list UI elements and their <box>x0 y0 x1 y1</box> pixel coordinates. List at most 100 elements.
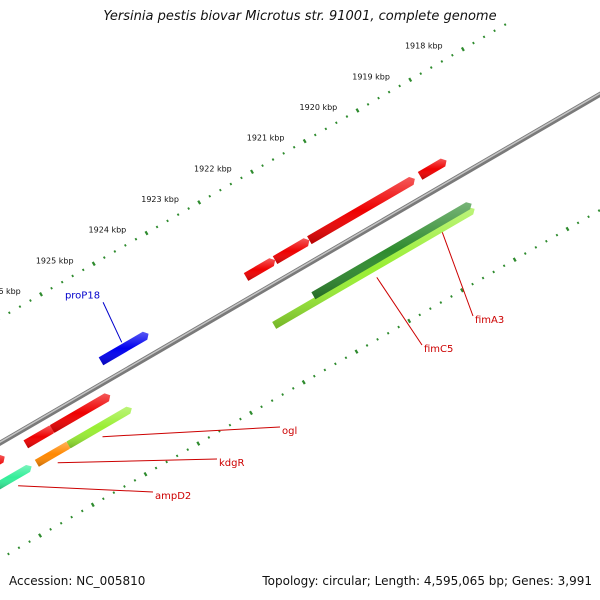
outer-scale-tick <box>482 35 486 39</box>
fimA3-gene-bar <box>311 202 472 300</box>
inner-scale-tick <box>429 307 432 311</box>
outer-scale-tick <box>282 151 285 155</box>
inner-scale-tick <box>565 226 570 232</box>
inner-scale-tick <box>397 325 400 329</box>
outer-scale-tick <box>144 230 149 236</box>
outer-scale-tick <box>208 194 212 198</box>
outer-scale-tick <box>113 250 117 253</box>
inner-scale-tick <box>175 454 179 458</box>
outer-scale-tick <box>345 115 349 118</box>
gene-leader-line <box>18 485 154 493</box>
outer-scale-tick <box>398 84 401 88</box>
inner-scale-tick <box>239 417 242 421</box>
outer-scale-tick <box>229 182 233 186</box>
outer-scale-tick <box>292 145 296 149</box>
inner-scale-tick <box>196 441 201 446</box>
inner-scale-tick <box>334 362 337 366</box>
outer-scale-tick <box>451 53 454 57</box>
outer-scale-tick <box>377 96 380 100</box>
outer-scale-tick <box>472 41 475 45</box>
ampD2-gene-bar <box>0 465 32 490</box>
outer-scale-tick <box>29 299 32 302</box>
outer-scale-tick <box>271 158 275 161</box>
inner-scale-tick <box>386 331 390 335</box>
inner-scale-tick <box>102 497 105 501</box>
scale-tick-label: 1924 kbp <box>89 226 127 235</box>
outer-scale-tick <box>335 121 338 125</box>
outer-scale-tick <box>187 207 190 210</box>
page-title: Yersinia pestis biovar Microtus str. 910… <box>103 9 497 24</box>
outer-scale-tick <box>50 286 53 290</box>
unnamed-reverse-feature <box>49 393 111 433</box>
scale-tick-label: 1926 kbp <box>0 287 21 296</box>
inner-scale-tick <box>481 276 485 280</box>
inner-scale-tick <box>512 257 517 262</box>
inner-scale-tick <box>49 527 52 531</box>
inner-scale-tick <box>376 337 379 341</box>
inner-scale-tick <box>523 252 527 255</box>
inner-scale-tick <box>365 344 369 347</box>
gene-leader-line <box>441 232 474 317</box>
outer-scale-tick <box>440 60 444 63</box>
outer-scale-tick <box>387 90 391 94</box>
proP18-forward-feature <box>98 331 149 366</box>
outer-scale-tick <box>18 305 22 309</box>
unnamed-forward-feature <box>243 258 276 281</box>
outer-scale-tick <box>324 127 328 131</box>
scale-tick-label: 1922 kbp <box>194 164 232 173</box>
feature-label: proP18 <box>65 290 100 301</box>
outer-scale-tick <box>102 256 106 259</box>
outer-scale-tick <box>134 237 138 241</box>
unnamed-forward-feature <box>272 238 310 264</box>
outer-scale-tick <box>429 66 433 69</box>
inner-scale-tick <box>90 502 95 508</box>
inner-scale-tick <box>301 379 306 385</box>
inner-scale-tick <box>143 471 148 477</box>
inner-scale-tick <box>186 448 190 452</box>
scale-tick-label: 1923 kbp <box>141 195 179 204</box>
genome-backbone <box>0 91 600 447</box>
gene-label: fimC5 <box>424 344 453 355</box>
outer-scale-tick <box>302 138 307 144</box>
inner-scale-tick <box>471 282 474 286</box>
gene-leader-line <box>376 277 423 346</box>
label-layer: proP18 ampD2 kdgR ogl fimC5 fimA3 <box>18 232 504 502</box>
outer-scale-tick <box>366 102 370 106</box>
inner-scale-tick <box>154 466 158 470</box>
inner-scale-tick <box>344 356 348 360</box>
outer-scale-tick <box>493 29 496 33</box>
inner-scale-tick <box>260 405 263 409</box>
inner-scale-tick <box>38 533 43 538</box>
inner-scale-tick <box>439 301 443 304</box>
inner-scale-tick <box>291 386 295 390</box>
inner-scale-tick <box>492 270 495 274</box>
inner-scale-tick <box>545 239 548 243</box>
outer-scale-tick <box>155 225 159 229</box>
scale-tick-label: 1918 kbp <box>405 42 443 51</box>
outer-scale-tick <box>176 213 180 217</box>
inner-scale-tick <box>228 423 232 427</box>
outer-scale-tick <box>8 311 11 315</box>
inner-scale-tick <box>7 552 10 556</box>
inner-scale-tick <box>323 368 327 372</box>
outer-scale-tick <box>503 23 507 27</box>
outer-scale-tick <box>313 133 317 137</box>
inner-scale-tick <box>270 399 274 403</box>
gene-leader-line <box>102 426 281 438</box>
inner-scale-tick <box>28 540 31 544</box>
outer-scale-tick <box>91 261 96 267</box>
inner-scale-tick <box>59 521 63 525</box>
inner-scale-tick <box>576 221 580 225</box>
genome-summary-text: Topology: circular; Length: 4,595,065 bp… <box>262 574 592 588</box>
unnamed-forward-feature <box>307 177 415 245</box>
inner-scale-tick <box>407 318 412 324</box>
gene-label: kdgR <box>219 458 244 469</box>
scale-tick-label: 1921 kbp <box>247 134 285 143</box>
inner-scale-tick <box>70 515 73 519</box>
inner-scale-tick <box>502 264 506 268</box>
kdgR-gene-bar <box>34 442 72 467</box>
inner-scale-tick <box>587 215 590 219</box>
outer-scale-tick <box>355 108 360 113</box>
inner-scale-tick <box>555 233 559 237</box>
